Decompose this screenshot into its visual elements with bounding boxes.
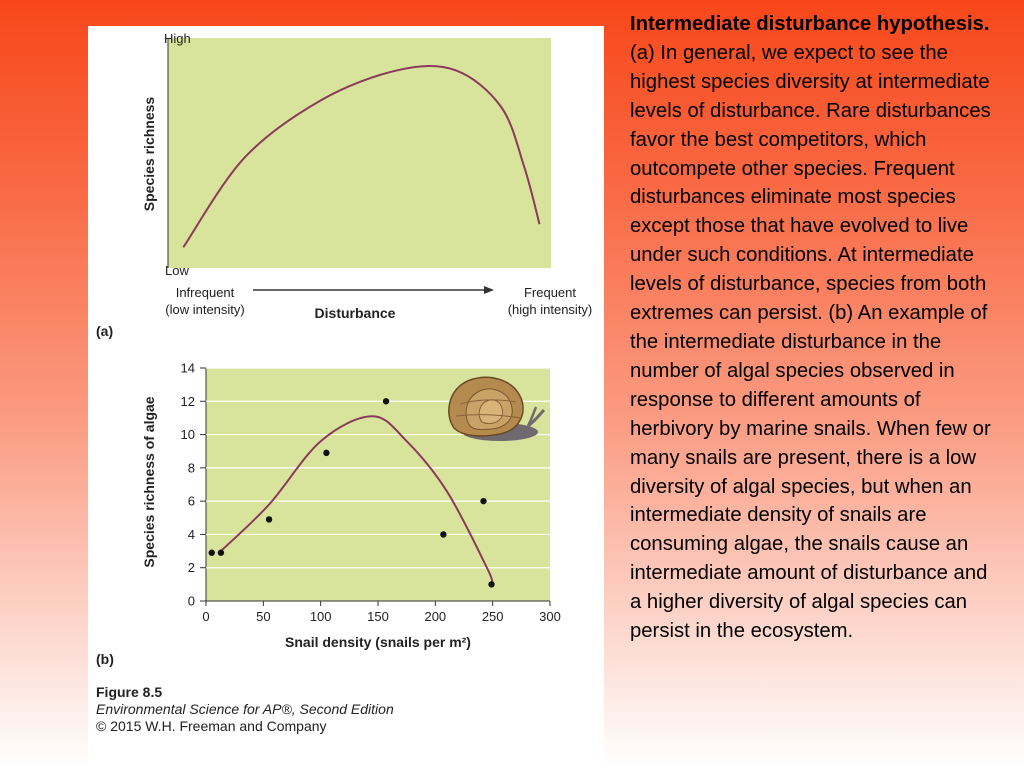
chart-b-data-point (217, 549, 225, 556)
chart-a: High Low Species richness Infrequent (lo… (96, 31, 592, 339)
chart-a-curve (182, 65, 541, 248)
figure-credit: Figure 8.5 Environmental Science for AP®… (96, 684, 596, 735)
figure-copyright: © 2015 W.H. Freeman and Company (96, 718, 327, 734)
chart-b-trend-curve (220, 415, 494, 585)
chart-a-plot-area (168, 38, 551, 268)
chart-b-y-tick-label: 10 (181, 427, 195, 442)
chart-b-y-ticks: 0 2 4 6 8 10 12 14 (181, 361, 206, 609)
chart-b-y-axis-label: Species richness of algae (141, 396, 157, 567)
chart-a-x-axis-label: Disturbance (315, 305, 396, 321)
chart-a-y-high-label: High (164, 31, 191, 46)
chart-b-x-axis-label: Snail density (snails per m²) (285, 634, 471, 650)
chart-b-data-point (323, 449, 330, 457)
chart-b-data-point (382, 398, 390, 405)
chart-b-panel-label: (b) (96, 651, 114, 667)
chart-a-arrowhead-icon (484, 286, 494, 294)
chart-a-x-right-label-1: Frequent (524, 285, 576, 300)
chart-b-points (208, 398, 495, 588)
chart-b-data-point (480, 497, 487, 505)
chart-b-data-point (265, 516, 273, 523)
chart-b-x-tick-label: 150 (367, 609, 389, 624)
snail-icon (448, 376, 546, 441)
chart-b-y-tick-label: 8 (188, 460, 195, 475)
figure-book-title: Environmental Science for AP®, Second Ed… (96, 701, 394, 717)
chart-b-x-tick-label: 50 (256, 609, 270, 624)
chart-b-x-tick-label: 300 (539, 609, 561, 624)
chart-b-y-tick-label: 2 (188, 560, 195, 575)
chart-b-y-tick-label: 6 (188, 494, 195, 509)
chart-b-data-point (440, 531, 447, 538)
chart-b-y-tick-label: 12 (181, 394, 195, 409)
chart-b-x-tick-label: 250 (482, 609, 504, 624)
figure-panel: High Low Species richness Infrequent (lo… (88, 26, 604, 768)
chart-a-panel-label: (a) (96, 323, 113, 339)
chart-b-data-point (208, 549, 215, 556)
figure-number: Figure 8.5 (96, 684, 163, 700)
chart-a-y-axis-label: Species richness (141, 97, 157, 212)
caption-text: Intermediate disturbance hypothesis. (a)… (630, 10, 1002, 646)
caption-body: (a) In general, we expect to see the hig… (630, 41, 991, 643)
chart-b-x-ticks: 0 50 100 150 200 250 300 (202, 601, 561, 624)
chart-b-x-tick-label: 0 (202, 609, 209, 624)
chart-b-x-tick-label: 200 (424, 609, 446, 624)
chart-a-x-left-label-2: (low intensity) (165, 302, 244, 317)
chart-b-y-tick-label: 0 (188, 594, 195, 609)
chart-b-data-point (488, 581, 495, 588)
caption-title: Intermediate disturbance hypothesis. (630, 13, 990, 35)
chart-b-x-tick-label: 100 (310, 609, 332, 624)
chart-b-y-tick-label: 4 (188, 527, 195, 542)
chart-b-gridlines (206, 367, 550, 569)
chart-a-x-right-label-2: (high intensity) (508, 302, 593, 317)
chart-a-y-low-label: Low (165, 263, 189, 278)
chart-a-x-left-label-1: Infrequent (176, 285, 235, 300)
chart-b-y-tick-label: 14 (181, 361, 195, 376)
